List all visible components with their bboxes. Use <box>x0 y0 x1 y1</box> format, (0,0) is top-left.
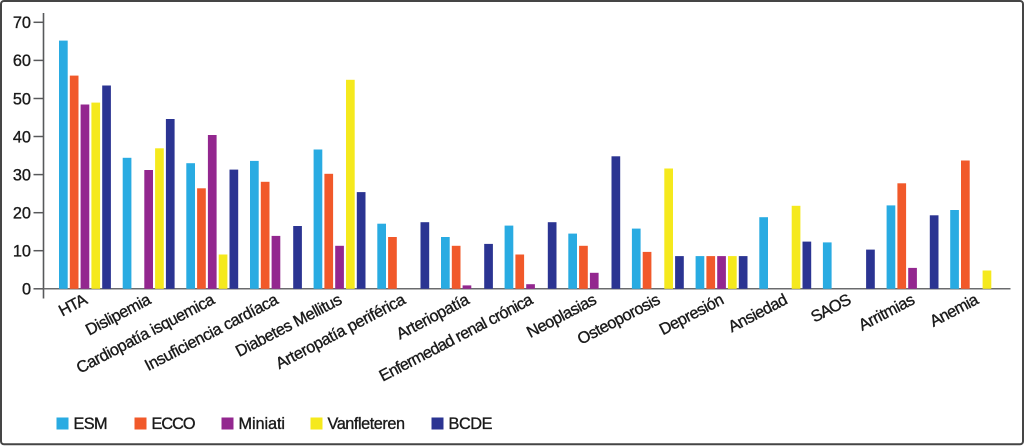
svg-text:40: 40 <box>13 128 31 146</box>
svg-text:ESM: ESM <box>74 415 108 433</box>
svg-text:50: 50 <box>13 90 31 108</box>
svg-text:ECCO: ECCO <box>152 415 196 433</box>
svg-text:30: 30 <box>13 166 31 184</box>
svg-text:0: 0 <box>22 281 31 299</box>
svg-text:60: 60 <box>13 52 31 70</box>
svg-text:70: 70 <box>13 14 31 32</box>
svg-text:BCDE: BCDE <box>449 415 493 433</box>
svg-text:10: 10 <box>13 243 31 261</box>
svg-text:Miniati: Miniati <box>239 415 286 433</box>
svg-text:20: 20 <box>13 205 31 223</box>
svg-text:Vanfleteren: Vanfleteren <box>328 415 406 433</box>
